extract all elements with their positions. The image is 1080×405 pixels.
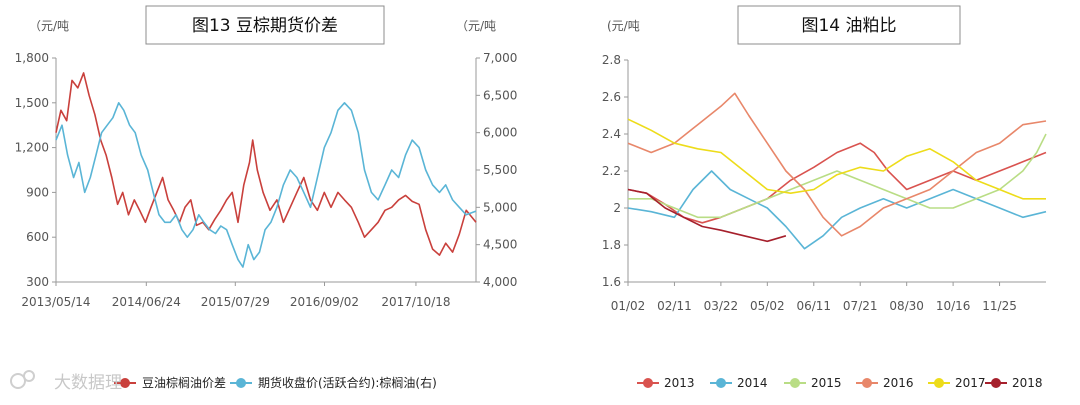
left-y-tick-label: 1,200 bbox=[15, 141, 49, 155]
right-chart-series bbox=[627, 92, 1047, 250]
right-chart-ticks: 1.6 1.8 2 2.2 2.4 2.6 2.8 01/02 02/11 03/22 05/02 0… bbox=[602, 53, 1017, 313]
series-line-2014 bbox=[627, 170, 1047, 250]
legend-label: 2014 bbox=[737, 376, 768, 390]
series-line-2018 bbox=[627, 188, 787, 243]
futures-spread-chart: 图13 豆棕期货价差 （元/吨 （元/吨 300 600 900 1,200 1,500… bbox=[15, 5, 518, 309]
ratio-x-tick-label: 03/22 bbox=[704, 299, 739, 313]
ratio-y-tick-label: 2 bbox=[613, 201, 621, 215]
right-y-tick-label: 4,500 bbox=[483, 238, 517, 252]
legend-label: 2017 bbox=[955, 376, 986, 390]
legend-label: 期货收盘价(活跃合约):棕榈油(右) bbox=[258, 375, 437, 390]
ratio-x-tick-label: 10/16 bbox=[936, 299, 971, 313]
ratio-x-tick-label: 05/02 bbox=[750, 299, 785, 313]
chart-title-box-left bbox=[145, 5, 385, 45]
left-x-tick-label: 2016/09/02 bbox=[290, 295, 359, 309]
ratio-y-tick-label: 2.6 bbox=[602, 90, 621, 104]
series-line-2015 bbox=[628, 133, 1047, 219]
legend-marker bbox=[790, 378, 800, 388]
legend-label: 2016 bbox=[883, 376, 914, 390]
legend-label: 2013 bbox=[664, 376, 695, 390]
left-y-tick-label: 1,500 bbox=[15, 96, 49, 110]
ratio-y-tick-label: 2.8 bbox=[602, 53, 621, 67]
ratio-x-tick-label: 08/30 bbox=[889, 299, 924, 313]
left-y-tick-label: 600 bbox=[26, 230, 49, 244]
ratio-y-tick-label: 1.6 bbox=[602, 275, 621, 289]
left-x-tick-label: 2017/10/18 bbox=[381, 295, 450, 309]
ratio-y-axis-unit: (元/吨 bbox=[607, 19, 640, 33]
ratio-y-tick-label: 2.2 bbox=[602, 164, 621, 178]
left-chart-ticks: 300 600 900 1,200 1,500 1,800 4,000 4,500 5,000 5… bbox=[15, 51, 518, 309]
legend-marker bbox=[934, 378, 944, 388]
series-line-palm-oil-futures bbox=[55, 102, 477, 268]
left-x-tick-label: 2013/05/14 bbox=[21, 295, 90, 309]
watermark-logo-dot-icon bbox=[23, 370, 35, 382]
series-line-2013 bbox=[627, 142, 1047, 224]
ratio-x-tick-label: 11/25 bbox=[982, 299, 1017, 313]
legend-marker bbox=[991, 378, 1001, 388]
watermark-logo-icon bbox=[10, 373, 26, 389]
legend-label: 豆油棕榈油价差 bbox=[142, 375, 226, 390]
legend-marker bbox=[716, 378, 726, 388]
legend-marker bbox=[862, 378, 872, 388]
left-x-tick-label: 2015/07/29 bbox=[201, 295, 270, 309]
chart-title-box-right bbox=[737, 5, 961, 45]
left-y-axis-unit: （元/吨 bbox=[29, 19, 69, 33]
legend-label: 2015 bbox=[811, 376, 842, 390]
left-chart-legend: 豆油棕榈油价差 期货收盘价(活跃合约):棕榈油(右) bbox=[114, 375, 437, 390]
watermark: 大数据理 bbox=[10, 370, 122, 393]
legend-marker bbox=[120, 378, 130, 388]
right-y-tick-label: 4,000 bbox=[483, 275, 517, 289]
ratio-x-tick-label: 01/02 bbox=[611, 299, 646, 313]
right-y-tick-label: 7,000 bbox=[483, 51, 517, 65]
watermark-text: 大数据理 bbox=[54, 373, 122, 393]
right-chart-legend: 2013 2014 2015 2016 2017 2018 bbox=[637, 376, 1043, 390]
left-y-tick-label: 900 bbox=[26, 185, 49, 199]
ratio-x-tick-label: 02/11 bbox=[657, 299, 692, 313]
right-y-tick-label: 6,500 bbox=[483, 88, 517, 102]
left-y-tick-label: 300 bbox=[26, 275, 49, 289]
left-chart-series bbox=[55, 72, 477, 268]
left-x-tick-label: 2014/06/24 bbox=[112, 295, 181, 309]
chart-title-left: 图13 豆棕期货价差 bbox=[192, 16, 338, 36]
legend-marker bbox=[643, 378, 653, 388]
ratio-y-tick-label: 1.8 bbox=[602, 238, 621, 252]
left-y-tick-label: 1,800 bbox=[15, 51, 49, 65]
ratio-x-tick-label: 06/11 bbox=[796, 299, 831, 313]
chart-title-right: 图14 油粕比 bbox=[801, 16, 896, 36]
series-line-2016 bbox=[627, 92, 1047, 237]
series-line-2017 bbox=[627, 118, 1046, 200]
legend-label: 2018 bbox=[1012, 376, 1043, 390]
ratio-x-tick-label: 07/21 bbox=[843, 299, 878, 313]
oil-meal-ratio-chart: 图14 油粕比 (元/吨 1.6 1.8 2 2.2 2.4 2.6 2.8 01/02 02/… bbox=[602, 5, 1047, 313]
legend-marker bbox=[236, 378, 246, 388]
right-y-tick-label: 6,000 bbox=[483, 126, 517, 140]
series-line-soy-palm-spread bbox=[55, 72, 477, 256]
right-y-tick-label: 5,000 bbox=[483, 200, 517, 214]
right-y-tick-label: 5,500 bbox=[483, 163, 517, 177]
ratio-y-tick-label: 2.4 bbox=[602, 127, 621, 141]
right-y-axis-unit: （元/吨 bbox=[456, 19, 496, 33]
